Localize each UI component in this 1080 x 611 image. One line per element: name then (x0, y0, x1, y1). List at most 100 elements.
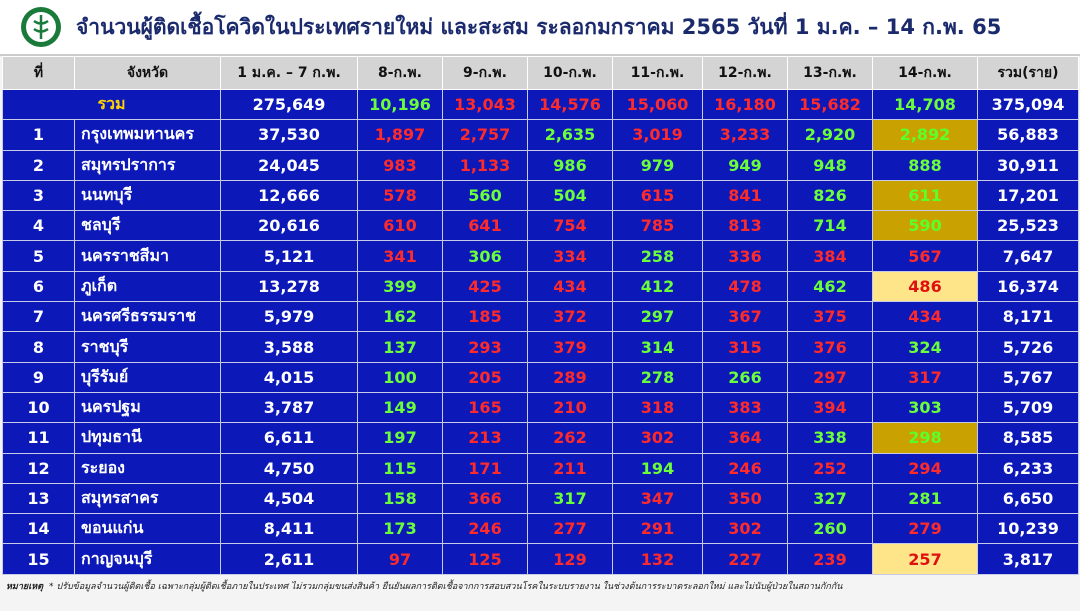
table-row: 15 กาญจนบุรี 2,611 97 125 129 132 227 239 257 3,81… (2, 543, 1079, 575)
cell: 2,611 (220, 543, 358, 575)
cell: 3,019 (612, 119, 703, 151)
cell: 754 (527, 210, 613, 242)
cell: 478 (702, 270, 788, 303)
province: นครปฐม (74, 391, 221, 424)
total-cell: 15,060 (612, 88, 703, 121)
cell: 302 (702, 513, 788, 545)
province: บุรีรัมย์ (74, 361, 221, 393)
cell: 297 (612, 301, 703, 333)
cell: 394 (787, 391, 873, 424)
cell: 7 (2, 301, 75, 333)
cell: 211 (527, 452, 613, 484)
cell: 8,171 (977, 301, 1079, 333)
province: ราชบุรี (74, 331, 221, 363)
cell: 158 (357, 482, 443, 515)
total-label: รวม (2, 88, 221, 121)
cell: 97 (357, 543, 443, 575)
cell: 8 (2, 331, 75, 363)
cell: 278 (612, 361, 703, 393)
cell: 714 (787, 210, 873, 242)
cell: 297 (787, 361, 873, 393)
cell: 37,530 (220, 119, 358, 151)
total-cell: 14,576 (527, 88, 613, 121)
cell: 5,709 (977, 391, 1079, 424)
cell: 5,979 (220, 301, 358, 333)
province: กรุงเทพมหานคร (74, 119, 221, 151)
cell: 15 (2, 543, 75, 575)
cell: 318 (612, 391, 703, 424)
cell: 205 (442, 361, 528, 393)
cell: 372 (527, 301, 613, 333)
cell: 7,647 (977, 240, 1079, 272)
province: ภูเก็ต (74, 270, 221, 303)
cell: 262 (527, 422, 613, 454)
cell: 289 (527, 361, 613, 393)
cell: 425 (442, 270, 528, 303)
column-header: รวม(ราย) (977, 56, 1079, 90)
cell: 813 (702, 210, 788, 242)
cell: 30,911 (977, 149, 1079, 181)
column-header: 14-ก.พ. (872, 56, 978, 90)
cell: 10,239 (977, 513, 1079, 545)
cell: 486 (872, 270, 978, 303)
cell: 246 (442, 513, 528, 545)
cell: 986 (527, 149, 613, 181)
cell: 13 (2, 482, 75, 515)
cell: 137 (357, 331, 443, 363)
column-header: 9-ก.พ. (442, 56, 528, 90)
cell: 3,233 (702, 119, 788, 151)
cell: 578 (357, 179, 443, 212)
footnote-label: หมายเหตุ (6, 581, 44, 592)
cell: 162 (357, 301, 443, 333)
cell: 281 (872, 482, 978, 515)
cell: 1,897 (357, 119, 443, 151)
cell: 317 (872, 361, 978, 393)
cell: 10 (2, 391, 75, 424)
cell: 590 (872, 210, 978, 242)
cell: 171 (442, 452, 528, 484)
cell: 3 (2, 179, 75, 212)
cell: 3,787 (220, 391, 358, 424)
total-cell: 15,682 (787, 88, 873, 121)
cell: 5,726 (977, 331, 1079, 363)
cell: 266 (702, 361, 788, 393)
total-cell: 16,180 (702, 88, 788, 121)
cell: 2,635 (527, 119, 613, 151)
cell: 56,883 (977, 119, 1079, 151)
table-row: 9 บุรีรัมย์ 4,015 100 205 289 278 266 297 317 5,76… (2, 361, 1079, 393)
cell: 100 (357, 361, 443, 393)
cell: 6,233 (977, 452, 1079, 484)
cell: 257 (872, 543, 978, 575)
total-cell: 10,196 (357, 88, 443, 121)
cell: 25,523 (977, 210, 1079, 242)
cell: 434 (527, 270, 613, 303)
table-row: 1 กรุงเทพมหานคร 37,530 1,897 2,757 2,635 3,019… (2, 119, 1079, 151)
cell: 338 (787, 422, 873, 454)
cell: 641 (442, 210, 528, 242)
cell: 376 (787, 331, 873, 363)
cell: 197 (357, 422, 443, 454)
table-row: 5 นครราชสีมา 5,121 341 306 334 258 336 384 567 7,6… (2, 240, 1079, 272)
cell: 5 (2, 240, 75, 272)
cell: 379 (527, 331, 613, 363)
cell: 17,201 (977, 179, 1079, 212)
cell: 125 (442, 543, 528, 575)
cell: 302 (612, 422, 703, 454)
table-row: 12 ระยอง 4,750 115 171 211 194 246 252 294 6,233 (2, 452, 1079, 484)
cell: 16,374 (977, 270, 1079, 303)
cell: 279 (872, 513, 978, 545)
cell: 213 (442, 422, 528, 454)
table-row: 6 ภูเก็ต 13,278 399 425 434 412 478 462 486 16,374 (2, 270, 1079, 303)
province: นครศรีธรรมราช (74, 301, 221, 333)
column-header: 10-ก.พ. (527, 56, 613, 90)
cell: 4,504 (220, 482, 358, 515)
cell: 210 (527, 391, 613, 424)
cell: 504 (527, 179, 613, 212)
cell: 246 (702, 452, 788, 484)
cell: 327 (787, 482, 873, 515)
cell: 434 (872, 301, 978, 333)
cell: 149 (357, 391, 443, 424)
column-header: 8-ก.พ. (357, 56, 443, 90)
cell: 383 (702, 391, 788, 424)
